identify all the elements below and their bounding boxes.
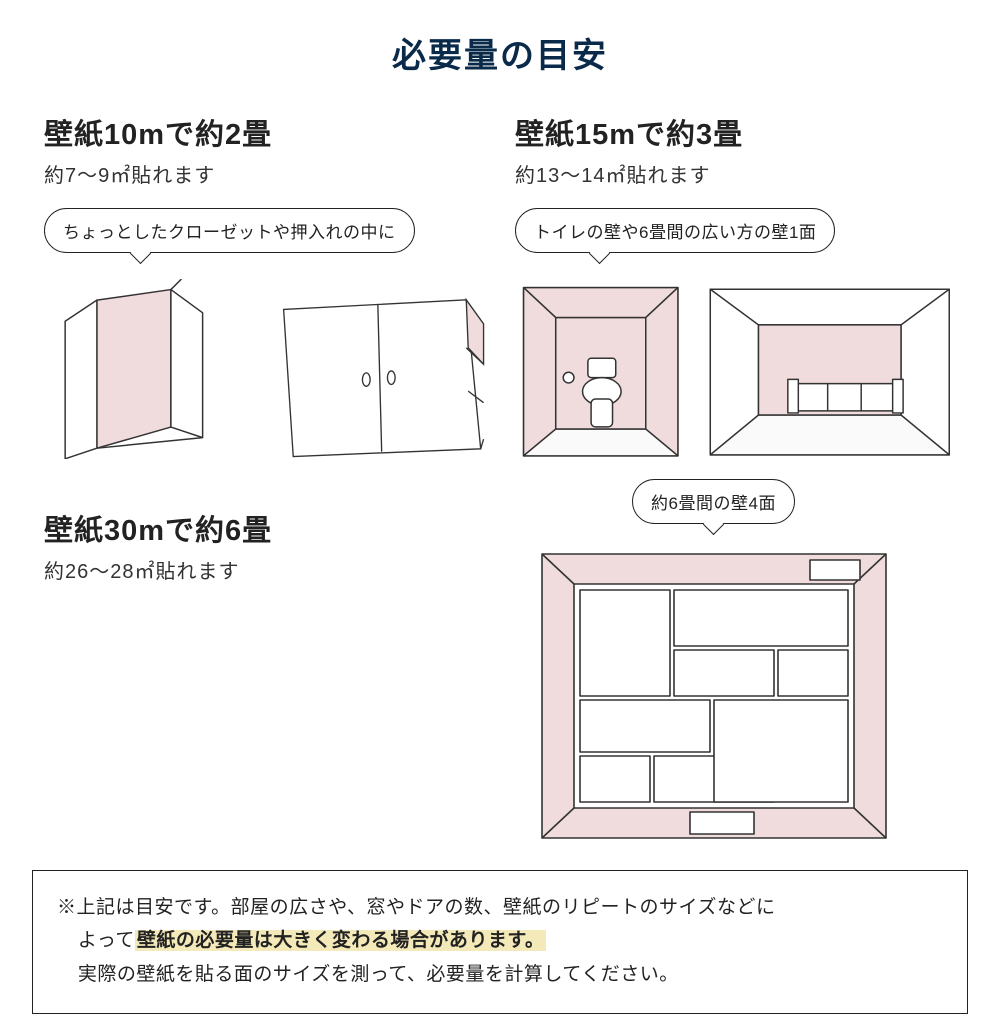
heading-30m: 壁紙30mで約6畳 (44, 507, 485, 549)
section-30m: 壁紙30mで約6畳 約26～28㎡貼れます (44, 461, 485, 846)
page-title: 必要量の目安 (0, 0, 1000, 77)
sections-grid: 壁紙10mで約2畳 約7～9㎡貼れます ちょっとしたクローゼットや押入れの中に (0, 77, 1000, 846)
section-10m: 壁紙10mで約2畳 約7～9㎡貼れます ちょっとしたクローゼットや押入れの中に (44, 111, 485, 461)
sub-30m: 約26～28㎡貼れます (44, 555, 485, 584)
illus-row-10m (44, 279, 485, 459)
note-line3: 実際の壁紙を貼る面のサイズを測って、必要量を計算してください。 (57, 958, 943, 991)
bubble-10m: ちょっとしたクローゼットや押入れの中に (44, 208, 415, 253)
illus-row-15m (515, 279, 956, 461)
note-line1: ※上記は目安です。部屋の広さや、窓やドアの数、壁紙のリピートのサイズなどに (57, 897, 775, 918)
section-30m-visual: 約6畳間の壁4面 (515, 461, 956, 846)
sub-10m: 約7～9㎡貼れます (44, 159, 485, 188)
closet-illustration (44, 279, 256, 459)
room-wall-illustration (704, 283, 956, 461)
heading-15m: 壁紙15mで約3畳 (515, 111, 956, 153)
heading-10m: 壁紙10mで約2畳 (44, 111, 485, 153)
sliding-door-illustration (274, 295, 486, 458)
bubble-15m: トイレの壁や6畳間の広い方の壁1面 (515, 208, 835, 253)
section-15m: 壁紙15mで約3畳 約13～14㎡貼れます トイレの壁や6畳間の広い方の壁1面 (515, 111, 956, 461)
note-line2-prefix: よって (78, 930, 135, 951)
sub-15m: 約13～14㎡貼れます (515, 159, 956, 188)
toilet-illustration (515, 279, 686, 461)
note-line2: よって壁紙の必要量は大きく変わる場合があります。 (57, 924, 943, 957)
bubble-30m: 約6畳間の壁4面 (632, 479, 795, 524)
floorplan-illustration (534, 546, 894, 846)
note-box: ※上記は目安です。部屋の広さや、窓やドアの数、壁紙のリピートのサイズなどに よっ… (32, 870, 968, 1014)
note-highlight: 壁紙の必要量は大きく変わる場合があります。 (135, 930, 547, 951)
